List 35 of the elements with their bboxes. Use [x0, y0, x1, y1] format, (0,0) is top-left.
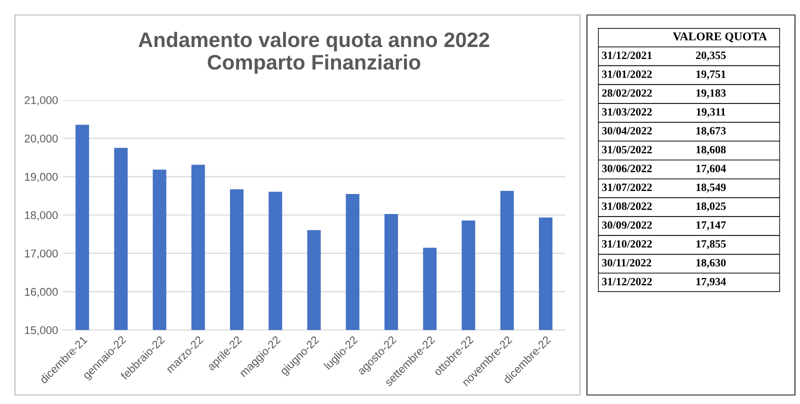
- data-label: 18,025: [696, 202, 726, 212]
- data-label: 19,311: [696, 108, 726, 118]
- category-label: 30/04/2022: [602, 126, 652, 134]
- category-label: 28/02/2022: [602, 89, 652, 97]
- data-label: 18,549: [696, 184, 726, 193]
- category-label: 31/12/2022: [602, 278, 652, 286]
- data-label: 18,630: [696, 258, 726, 268]
- chart-title: Andamento valore quota anno 2022 Comparto Finanziario: [138, 32, 490, 74]
- data-label: 18,673: [696, 126, 726, 136]
- y-tick-label: 19,000: [25, 172, 58, 182]
- category-label: 30/11/2022: [602, 258, 652, 266]
- category-label: 31/12/2021: [602, 52, 652, 60]
- category-label: 31/03/2022: [602, 108, 652, 116]
- data-label: 17,934: [696, 278, 726, 287]
- y-tick-label: 17,000: [25, 250, 58, 259]
- data-label: 17,604: [696, 164, 726, 174]
- text: VALORE QUOTA: [672, 32, 768, 42]
- data-label: 17,855: [696, 240, 726, 250]
- data-label: 19,183: [696, 89, 726, 98]
- category-label: 30/09/2022: [602, 221, 652, 229]
- category-label: 31/10/2022: [602, 240, 652, 248]
- category-label: 30/06/2022: [602, 164, 652, 172]
- y-tick-label: 16,000: [25, 288, 58, 298]
- category-label: 31/01/2022: [602, 70, 652, 78]
- category-label: 31/07/2022: [602, 184, 652, 192]
- y-tick-label: 21,000: [24, 96, 58, 106]
- category-label: 31/05/2022: [602, 146, 652, 154]
- data-label: 19,751: [696, 70, 726, 80]
- data-label: 20,355: [696, 52, 726, 61]
- y-tick-label: 20,000: [24, 134, 58, 144]
- y-tick-label: 18,000: [25, 211, 58, 220]
- y-tick-label: 15,000: [25, 326, 58, 336]
- data-label: 17,147: [696, 221, 726, 230]
- data-label: 18,608: [696, 146, 726, 155]
- category-label: 31/08/2022: [602, 202, 652, 210]
